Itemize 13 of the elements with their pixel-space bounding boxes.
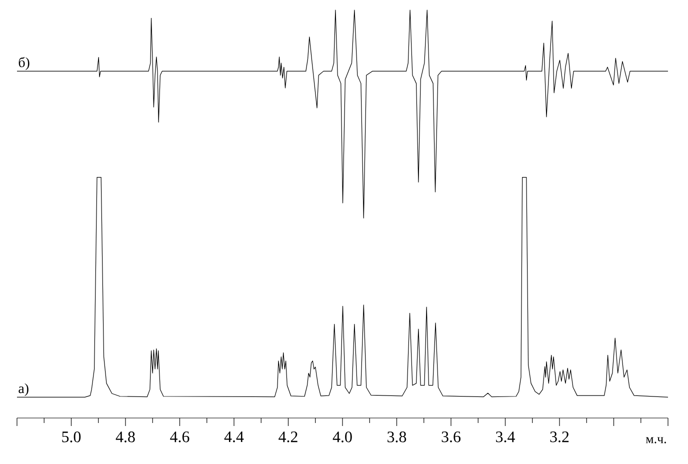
x-tick-label: 4.2	[278, 432, 298, 442]
x-tick-label: 3.4	[496, 432, 515, 442]
x-tick-label: 4.4	[224, 432, 244, 442]
x-tick-label: 4.6	[170, 432, 190, 442]
x-tick-label: 5.0	[62, 432, 81, 442]
series-label: б)	[18, 57, 30, 70]
x-tick-label: 3.6	[442, 432, 460, 442]
x-tick-label: 4.0	[332, 432, 352, 442]
x-axis-title: м.ч.	[646, 437, 666, 444]
x-tick-label: 3.8	[388, 432, 406, 442]
series-label: а)	[18, 383, 28, 396]
x-tick-label: 3.2	[550, 432, 569, 442]
x-tick-label: 4.8	[116, 432, 135, 442]
